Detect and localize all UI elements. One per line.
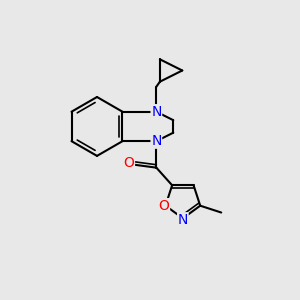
Text: N: N — [178, 213, 188, 227]
Text: N: N — [151, 105, 161, 119]
Text: O: O — [124, 156, 134, 170]
Text: O: O — [159, 199, 170, 213]
Text: N: N — [151, 134, 161, 148]
